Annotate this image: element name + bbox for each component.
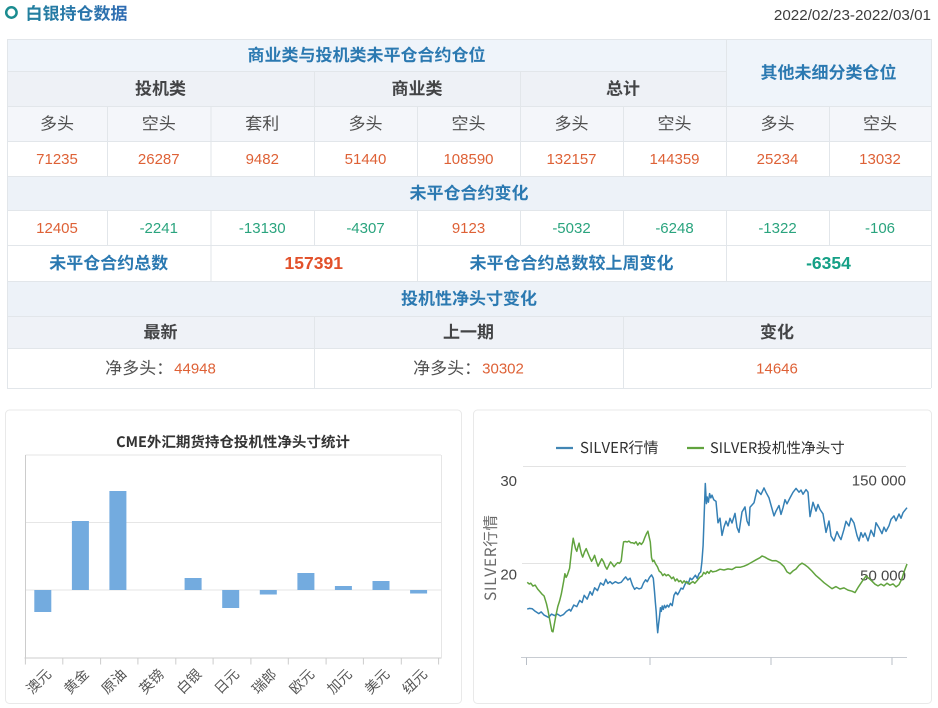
svg-text:14646: 14646 <box>756 360 798 377</box>
svg-text:132157: 132157 <box>546 151 596 168</box>
svg-text:12405: 12405 <box>36 220 78 237</box>
svg-text:150 000: 150 000 <box>852 473 906 490</box>
svg-text:-6248: -6248 <box>655 220 693 237</box>
svg-text:30302: 30302 <box>482 360 524 377</box>
svg-text:9482: 9482 <box>246 151 279 168</box>
svg-text:51440: 51440 <box>345 151 387 168</box>
svg-text:-4307: -4307 <box>346 220 384 237</box>
svg-text:157391: 157391 <box>285 253 344 273</box>
svg-text:-5032: -5032 <box>552 220 590 237</box>
svg-text:20: 20 <box>500 567 517 584</box>
svg-text:30: 30 <box>500 473 517 490</box>
svg-text:108590: 108590 <box>443 151 493 168</box>
svg-text:-13130: -13130 <box>239 220 286 237</box>
svg-text:44948: 44948 <box>174 360 216 377</box>
svg-text:-6354: -6354 <box>806 253 851 273</box>
svg-text:26287: 26287 <box>138 151 180 168</box>
svg-text:-2241: -2241 <box>140 220 178 237</box>
svg-text:25234: 25234 <box>757 151 799 168</box>
svg-text:71235: 71235 <box>36 151 78 168</box>
svg-text:9123: 9123 <box>452 220 485 237</box>
svg-text:-1322: -1322 <box>758 220 796 237</box>
svg-text:13032: 13032 <box>859 151 901 168</box>
svg-text:-106: -106 <box>865 220 895 237</box>
svg-text:2022/02/23-2022/03/01: 2022/02/23-2022/03/01 <box>774 7 931 24</box>
svg-text:144359: 144359 <box>649 151 699 168</box>
